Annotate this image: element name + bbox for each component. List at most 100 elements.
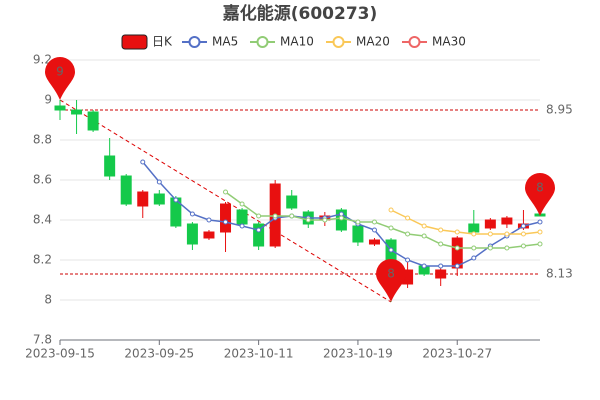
ma-point: [438, 241, 444, 247]
ma-point: [454, 263, 460, 269]
legend-label: 日K: [152, 35, 173, 49]
ma-point: [520, 223, 526, 229]
pin-label: 8: [536, 181, 544, 195]
ma-point: [322, 217, 328, 223]
ma-point: [338, 215, 344, 221]
ma-point: [520, 231, 526, 237]
legend-label: MA20: [356, 35, 390, 49]
x-tick-label: 2023-09-15: [25, 347, 95, 361]
ma-point: [520, 243, 526, 249]
candle-body: [286, 195, 298, 209]
candle-body: [87, 111, 99, 131]
ma-line: [225, 191, 541, 249]
ma-point: [454, 229, 460, 235]
candle-body: [484, 219, 496, 229]
y-tick-label: 9: [44, 93, 52, 107]
pin: [525, 173, 555, 216]
candle-body: [104, 155, 116, 177]
trend-line: [59, 99, 392, 303]
ma-point: [537, 229, 543, 235]
y-tick-label: 8.4: [33, 213, 52, 227]
y-tick-label: 8.2: [33, 253, 52, 267]
ma-point: [454, 245, 460, 251]
ma-point: [189, 211, 195, 217]
y-tick-label: 9.2: [33, 53, 52, 67]
ma-point: [405, 257, 411, 263]
candle-body: [435, 269, 447, 279]
ma-point: [421, 263, 427, 269]
legend-label: MA10: [280, 35, 314, 49]
x-tick-label: 2023-09-25: [124, 347, 194, 361]
ma-point: [305, 217, 311, 223]
y-tick-label: 8.8: [33, 133, 52, 147]
candle-body: [236, 209, 248, 225]
ma-point: [371, 219, 377, 225]
ma-point: [256, 227, 262, 233]
legend: 日K MA5 MA10 MA20 MA30: [121, 34, 466, 50]
ma-point: [156, 179, 162, 185]
legend-swatch: [188, 36, 201, 48]
legend-swatch: [332, 36, 345, 48]
pin: [45, 57, 75, 100]
x-tick-label: 2023-10-19: [323, 347, 393, 361]
candle-body: [186, 223, 198, 245]
ma-point: [239, 223, 245, 229]
ma-point: [421, 233, 427, 239]
chart-title: 嘉化能源(600273): [222, 3, 378, 24]
ma-point: [223, 189, 229, 195]
legend-label: MA5: [212, 35, 238, 49]
ma-point: [388, 207, 394, 213]
ma-point: [355, 219, 361, 225]
ma-point: [537, 241, 543, 247]
ma-point: [223, 219, 229, 225]
ma-point: [471, 231, 477, 237]
legend-swatch: [408, 36, 421, 48]
ma-point: [471, 255, 477, 261]
candle-body: [468, 223, 480, 233]
ma-point: [487, 231, 493, 237]
reference-label: 8.95: [546, 103, 573, 117]
y-tick-label: 8.6: [33, 173, 52, 187]
candle-body: [352, 225, 364, 243]
ma-point: [504, 231, 510, 237]
candle-body: [501, 217, 513, 225]
ma-point: [405, 231, 411, 237]
reference-label: 8.13: [546, 267, 573, 281]
candle-body: [137, 191, 149, 207]
candle-body: [203, 231, 215, 239]
ma-point: [256, 213, 262, 219]
x-tick-label: 2023-10-11: [224, 347, 294, 361]
ma-point: [438, 263, 444, 269]
pin: [376, 259, 407, 302]
candle-body: [54, 105, 66, 111]
ma-point: [388, 225, 394, 231]
candle-body: [220, 203, 232, 233]
ma-point: [338, 211, 344, 217]
candle-body: [71, 109, 83, 115]
legend-swatch: [121, 34, 148, 50]
candle-body: [153, 193, 165, 205]
candle-body: [253, 223, 265, 247]
ma-point: [405, 215, 411, 221]
ma-point: [537, 219, 543, 225]
pin-label: 8: [387, 267, 395, 281]
ma-point: [289, 213, 295, 219]
ma-point: [504, 245, 510, 251]
legend-label: MA30: [432, 35, 466, 49]
ma-point: [140, 159, 146, 165]
candle-body: [120, 175, 132, 205]
candle-body: [368, 239, 380, 245]
ma-point: [272, 213, 278, 219]
ma-point: [388, 247, 394, 253]
y-tick-label: 8: [44, 293, 52, 307]
ma-point: [173, 197, 179, 203]
x-tick-label: 2023-10-27: [422, 347, 492, 361]
ma-line: [390, 209, 541, 235]
ma-point: [438, 227, 444, 233]
ma-point: [239, 201, 245, 207]
ma-point: [487, 245, 493, 251]
ma-point: [421, 223, 427, 229]
y-tick-label: 7.8: [33, 333, 52, 347]
legend-swatch: [256, 36, 269, 48]
